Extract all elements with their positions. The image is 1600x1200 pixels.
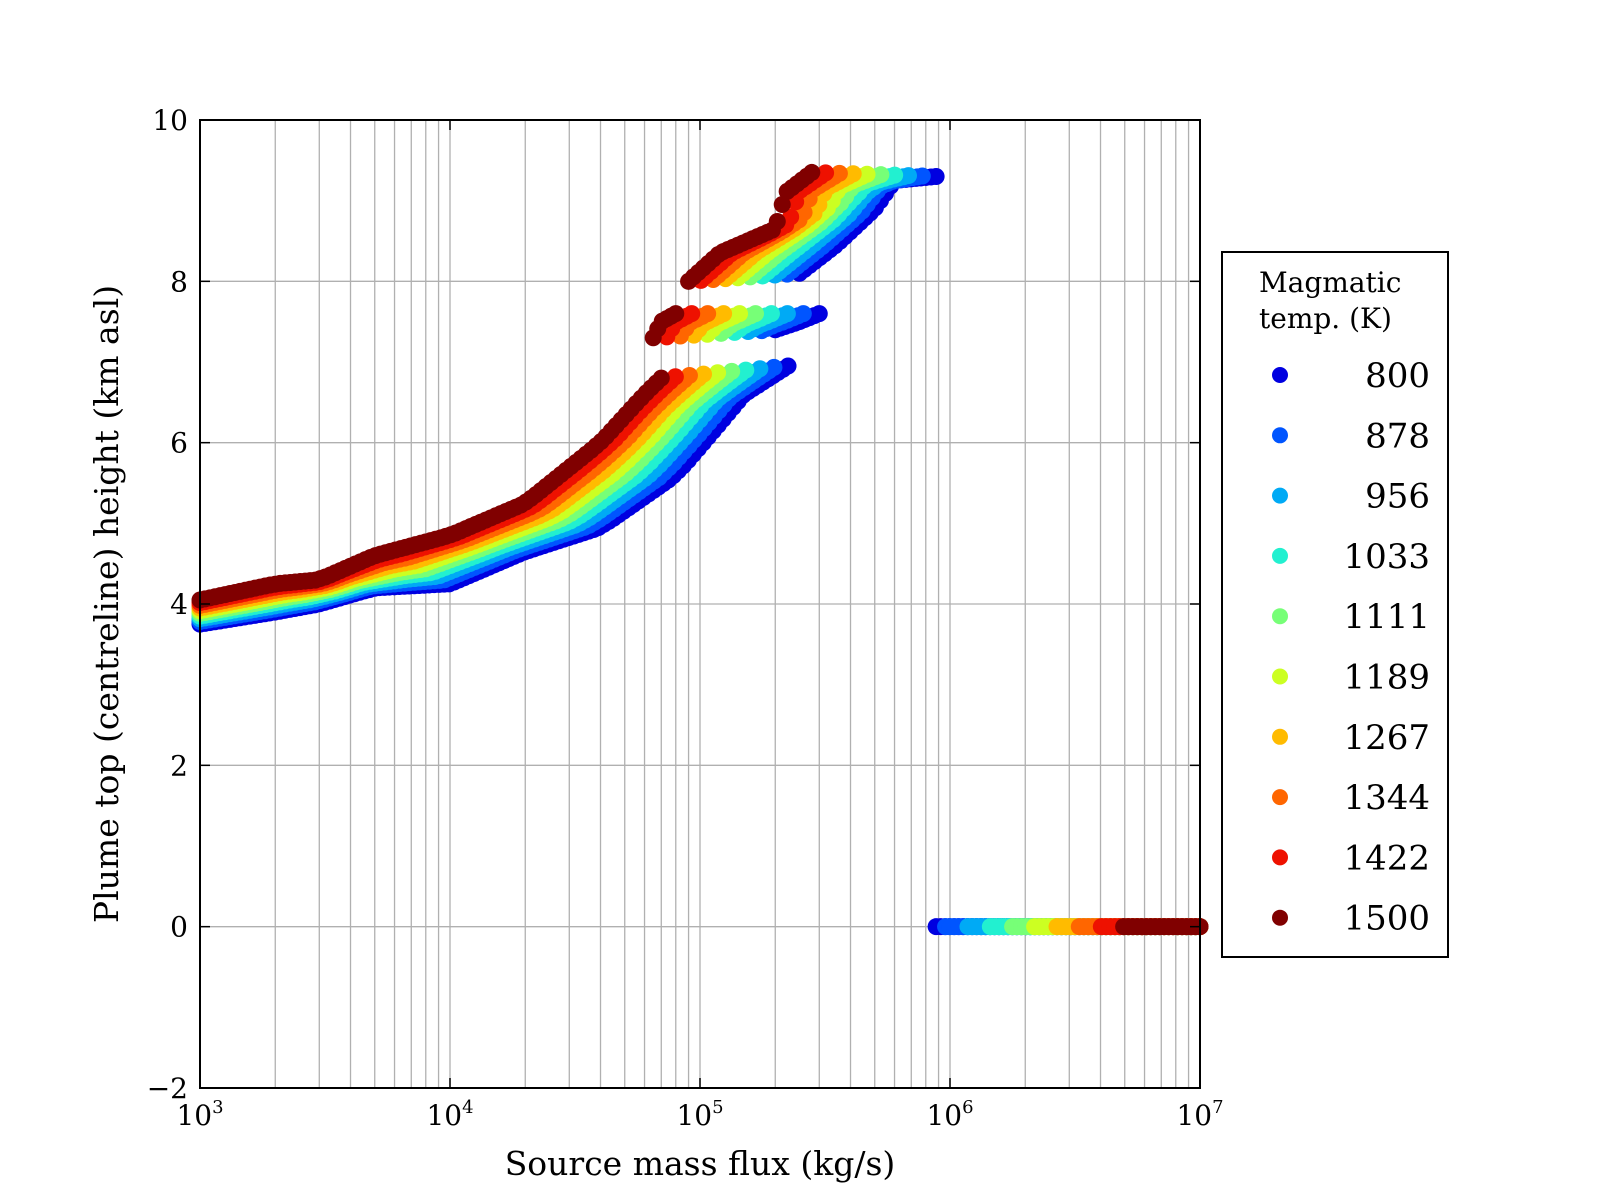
data-point — [899, 167, 917, 185]
data-point — [886, 166, 904, 184]
x-tick-label: 105 — [676, 1097, 723, 1132]
data-point — [666, 368, 684, 386]
data-point — [830, 164, 848, 182]
legend-label: 1422 — [1343, 838, 1430, 878]
y-tick-label: 4 — [170, 588, 188, 621]
x-tick-label: 106 — [926, 1097, 973, 1132]
data-point — [858, 165, 876, 183]
legend-title-line-1: Magmatic — [1259, 266, 1401, 299]
x-tick-label: 104 — [426, 1097, 473, 1132]
data-point — [746, 305, 764, 323]
y-tick-label: 8 — [170, 265, 188, 298]
data-point — [709, 364, 727, 382]
data-point — [751, 360, 769, 378]
legend-label: 1267 — [1343, 718, 1430, 758]
data-point — [723, 362, 741, 380]
legend-label: 1344 — [1343, 778, 1430, 818]
y-tick-label: 2 — [170, 749, 188, 782]
data-point — [680, 366, 698, 384]
legend-marker — [1272, 608, 1288, 625]
data-point — [927, 167, 945, 185]
legend-label: 956 — [1365, 477, 1430, 517]
y-tick-label: 6 — [170, 427, 188, 460]
data-point — [765, 358, 783, 376]
data-point — [768, 213, 786, 231]
data-point — [778, 305, 796, 323]
data-point — [667, 305, 685, 323]
data-point — [779, 357, 797, 375]
data-points — [191, 163, 1209, 936]
y-tick-label: 0 — [170, 911, 188, 944]
legend-label: 800 — [1365, 356, 1430, 396]
legend-box — [1221, 251, 1449, 958]
data-point — [695, 365, 713, 383]
legend-marker — [1272, 728, 1288, 745]
legend-marker — [1272, 427, 1288, 444]
data-point — [872, 166, 890, 184]
y-tick-label: 10 — [152, 104, 188, 137]
legend-marker — [1272, 547, 1288, 564]
data-point — [652, 369, 670, 387]
legend-label: 1033 — [1343, 537, 1430, 577]
data-point — [737, 361, 755, 379]
data-point — [810, 305, 828, 323]
data-point — [731, 305, 749, 323]
legend-marker — [1272, 487, 1288, 504]
data-point — [844, 165, 862, 183]
data-point — [817, 164, 835, 182]
data-point — [773, 195, 791, 213]
legend-label: 878 — [1365, 416, 1430, 456]
legend-label: 1500 — [1343, 899, 1430, 939]
grid-lines — [200, 120, 1200, 1088]
x-tick-label: 107 — [1176, 1097, 1223, 1132]
x-axis-label: Source mass flux (kg/s) — [505, 1144, 896, 1183]
data-point — [715, 305, 733, 323]
data-point — [699, 305, 717, 323]
legend-entries: 800 878 956 1033 1111 1189 1267 1344 1422 1500 — [1272, 356, 1430, 939]
legend-marker — [1272, 849, 1288, 866]
data-point — [683, 305, 701, 323]
x-tick-label: 103 — [176, 1097, 223, 1132]
data-point — [803, 163, 821, 181]
legend-marker — [1272, 668, 1288, 685]
data-point — [762, 305, 780, 323]
data-point — [794, 305, 812, 323]
legend-marker — [1272, 367, 1288, 383]
legend-title-line-2: temp. (K) — [1259, 302, 1392, 335]
legend-label: 1189 — [1343, 658, 1430, 698]
axis-ticks: 103 104 105 106 107 −2 0 2 4 6 8 10 — [147, 104, 1224, 1132]
y-tick-label: −2 — [147, 1072, 188, 1105]
data-point — [782, 208, 800, 226]
legend-marker — [1272, 909, 1288, 926]
legend-label: 1111 — [1343, 597, 1430, 637]
data-point — [913, 167, 931, 185]
legend: Magmatic temp. (K) 800 878 956 1033 1111 1189… — [1221, 251, 1449, 958]
legend-marker — [1272, 789, 1288, 806]
y-axis-label: Plume top (centreline) height (km asl) — [87, 285, 126, 923]
